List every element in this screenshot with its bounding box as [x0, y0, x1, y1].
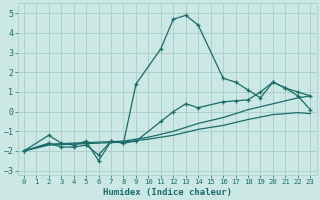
- X-axis label: Humidex (Indice chaleur): Humidex (Indice chaleur): [103, 188, 232, 197]
